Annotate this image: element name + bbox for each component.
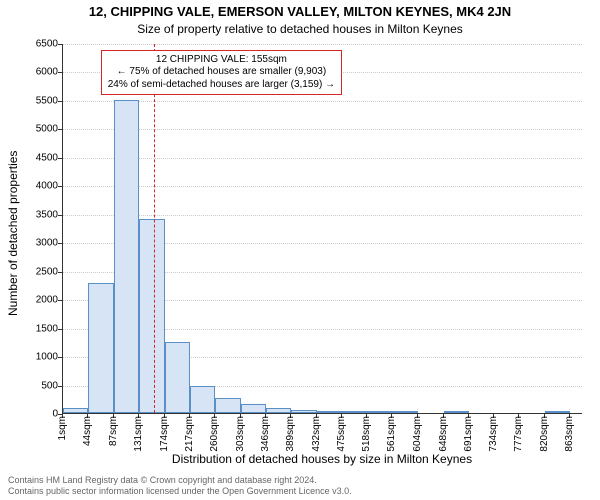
- y-tick-mark: [58, 357, 62, 358]
- y-tick-label: 3500: [8, 209, 58, 220]
- y-tick-label: 3000: [8, 238, 58, 249]
- x-tick-label: 648sqm: [438, 416, 449, 456]
- annotation-line: 12 CHIPPING VALE: 155sqm: [108, 54, 335, 67]
- y-tick-label: 5000: [8, 124, 58, 135]
- histogram-bar: [367, 411, 392, 413]
- x-tick-label: 777sqm: [513, 416, 524, 456]
- x-tick-label: 87sqm: [108, 416, 119, 456]
- y-tick-label: 6000: [8, 67, 58, 78]
- histogram-bar: [241, 404, 266, 413]
- footer-line1: Contains HM Land Registry data © Crown c…: [8, 475, 352, 485]
- x-tick-label: 174sqm: [159, 416, 170, 456]
- gridline: [63, 101, 582, 102]
- y-tick-label: 4000: [8, 181, 58, 192]
- gridline: [63, 44, 582, 45]
- histogram-bar: [165, 342, 190, 413]
- y-tick-mark: [58, 272, 62, 273]
- y-tick-label: 5500: [8, 95, 58, 106]
- annotation-line: ← 75% of detached houses are smaller (9,…: [108, 66, 335, 79]
- chart-title-line1: 12, CHIPPING VALE, EMERSON VALLEY, MILTO…: [0, 4, 600, 19]
- y-tick-mark: [58, 300, 62, 301]
- plot-area: 12 CHIPPING VALE: 155sqm← 75% of detache…: [62, 44, 582, 414]
- x-tick-label: 1sqm: [57, 416, 68, 456]
- y-tick-label: 2000: [8, 295, 58, 306]
- y-tick-label: 500: [8, 380, 58, 391]
- y-tick-mark: [58, 329, 62, 330]
- histogram-bar: [545, 411, 570, 413]
- footer-line2: Contains public sector information licen…: [8, 486, 352, 496]
- histogram-bar: [342, 411, 367, 413]
- histogram-bar: [63, 408, 88, 413]
- y-tick-mark: [58, 44, 62, 45]
- chart-title-line2: Size of property relative to detached ho…: [0, 22, 600, 36]
- y-tick-label: 0: [8, 409, 58, 420]
- reference-line: [154, 44, 155, 413]
- chart-container: 12, CHIPPING VALE, EMERSON VALLEY, MILTO…: [0, 0, 600, 500]
- annotation-box: 12 CHIPPING VALE: 155sqm← 75% of detache…: [101, 50, 342, 96]
- x-tick-label: 561sqm: [386, 416, 397, 456]
- x-tick-label: 734sqm: [488, 416, 499, 456]
- histogram-bar: [190, 386, 215, 413]
- x-tick-label: 691sqm: [463, 416, 474, 456]
- x-tick-label: 346sqm: [260, 416, 271, 456]
- x-tick-label: 475sqm: [336, 416, 347, 456]
- histogram-bar: [139, 219, 164, 413]
- x-tick-label: 389sqm: [285, 416, 296, 456]
- histogram-bar: [291, 410, 316, 413]
- histogram-bar: [88, 283, 113, 413]
- x-tick-label: 820sqm: [539, 416, 550, 456]
- y-tick-label: 1000: [8, 352, 58, 363]
- y-tick-label: 4500: [8, 152, 58, 163]
- gridline: [63, 215, 582, 216]
- histogram-bar: [114, 100, 139, 413]
- x-tick-label: 518sqm: [361, 416, 372, 456]
- y-axis-label: Number of detached properties: [6, 151, 20, 316]
- y-tick-mark: [58, 158, 62, 159]
- y-tick-label: 6500: [8, 39, 58, 50]
- histogram-bar: [392, 411, 417, 413]
- gridline: [63, 186, 582, 187]
- y-tick-mark: [58, 215, 62, 216]
- x-tick-label: 131sqm: [133, 416, 144, 456]
- y-tick-label: 2500: [8, 266, 58, 277]
- gridline: [63, 129, 582, 130]
- footer-attribution: Contains HM Land Registry data © Crown c…: [8, 475, 352, 496]
- x-tick-label: 863sqm: [564, 416, 575, 456]
- histogram-bar: [215, 398, 240, 413]
- y-tick-mark: [58, 72, 62, 73]
- histogram-bar: [266, 408, 291, 413]
- y-tick-mark: [58, 186, 62, 187]
- y-tick-mark: [58, 129, 62, 130]
- x-tick-label: 432sqm: [311, 416, 322, 456]
- gridline: [63, 158, 582, 159]
- x-tick-label: 303sqm: [235, 416, 246, 456]
- y-tick-mark: [58, 243, 62, 244]
- annotation-line: 24% of semi-detached houses are larger (…: [108, 79, 335, 92]
- x-tick-label: 44sqm: [82, 416, 93, 456]
- x-tick-label: 260sqm: [209, 416, 220, 456]
- x-tick-label: 604sqm: [412, 416, 423, 456]
- histogram-bar: [444, 411, 469, 413]
- x-tick-label: 217sqm: [184, 416, 195, 456]
- y-tick-label: 1500: [8, 323, 58, 334]
- y-tick-mark: [58, 386, 62, 387]
- y-tick-mark: [58, 101, 62, 102]
- histogram-bar: [317, 411, 342, 413]
